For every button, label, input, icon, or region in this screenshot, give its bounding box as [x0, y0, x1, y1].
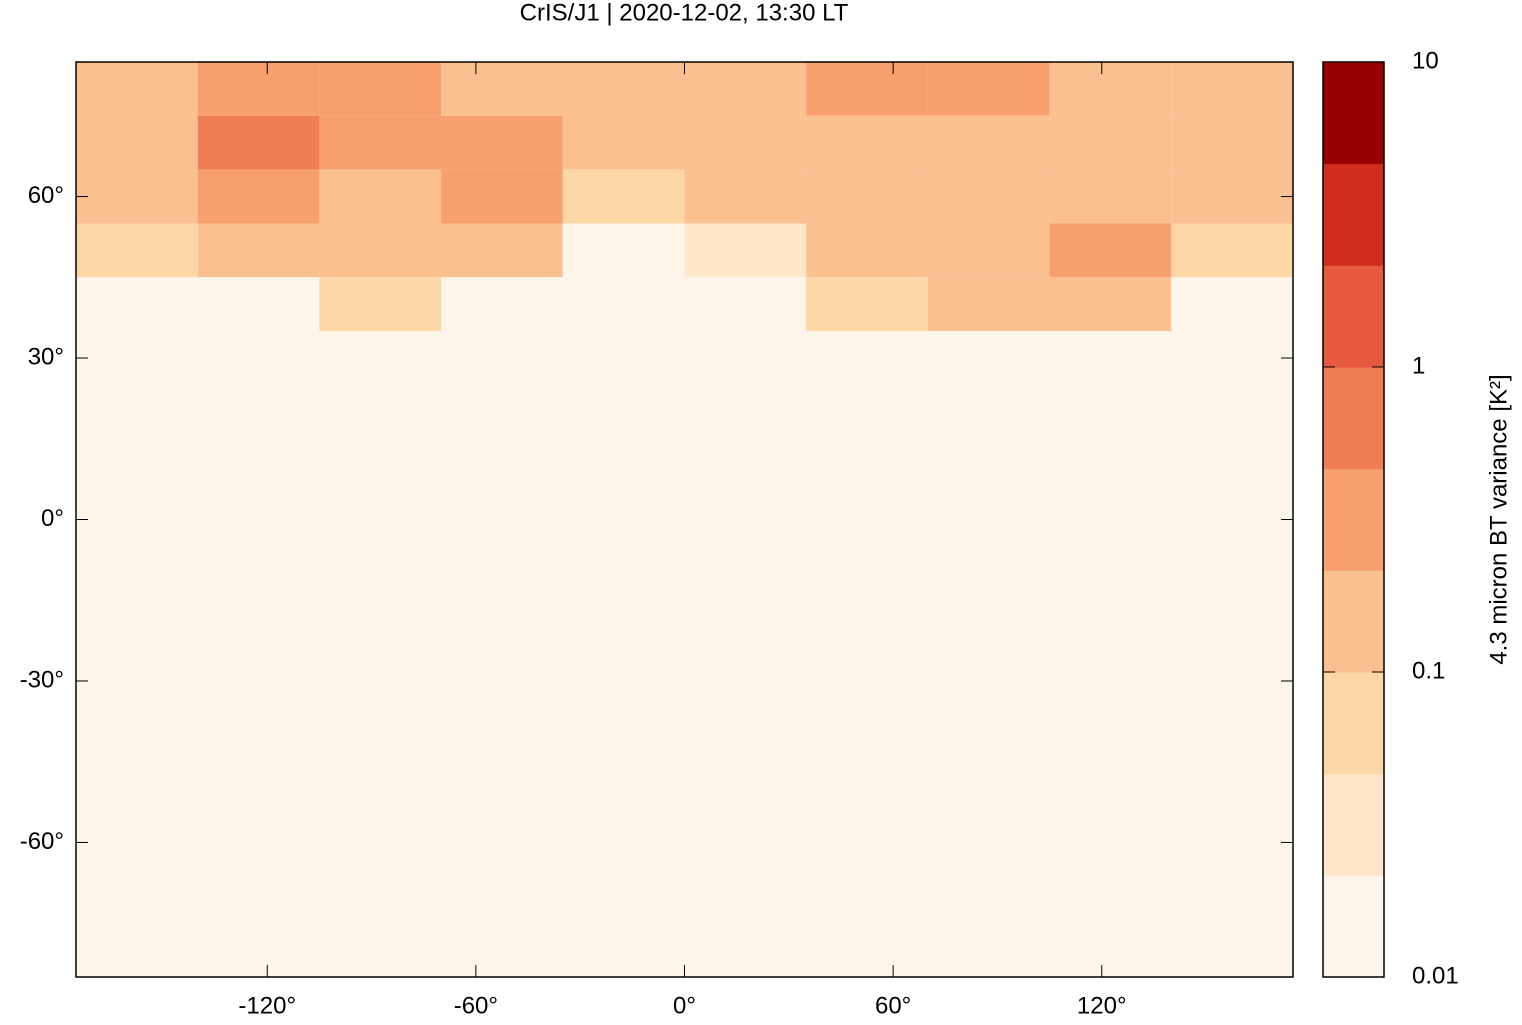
heat-cell [927, 223, 1050, 278]
colorbar-swatch [1323, 265, 1384, 368]
heat-cell [1171, 62, 1293, 116]
heat-cell [1171, 223, 1293, 278]
axes: -120° -60° 0° 60° 120° -60° -30° 0° 30° 60° 0.01 0.… [20, 47, 1513, 1019]
heat-cell [76, 169, 198, 224]
heat-cell [441, 223, 563, 278]
heat-cell [319, 277, 442, 332]
colorbar-tick-label: 0.1 [1412, 657, 1445, 684]
heat-cell [1171, 169, 1293, 224]
heat-cell [1171, 277, 1293, 332]
heat-cell [76, 62, 198, 116]
heat-cell [1049, 169, 1172, 224]
heat-cell [684, 223, 807, 278]
y-tick-label: -60° [20, 828, 64, 855]
heat-cell [562, 169, 685, 224]
heat-cell [562, 115, 685, 170]
colorbar-frame [1322, 61, 1385, 978]
heat-cell [806, 169, 928, 224]
heat-cell [319, 115, 442, 170]
colorbar-swatch [1323, 62, 1384, 165]
heat-cell [927, 277, 1050, 332]
heat-cell [1049, 115, 1172, 170]
heat-cell [441, 277, 563, 332]
colorbar-swatch [1323, 672, 1384, 775]
colorbar-swatch [1323, 163, 1384, 266]
y-tick-label: 0° [41, 505, 64, 532]
colorbar-swatch [1323, 773, 1384, 876]
heat-cell [197, 115, 320, 170]
heat-cell [1049, 223, 1172, 278]
heat-cell [319, 169, 442, 224]
heat-cell [197, 277, 320, 332]
heat-cell [684, 277, 807, 332]
heat-cell [197, 62, 320, 116]
heat-cell [76, 223, 198, 278]
heat-cell [441, 62, 563, 116]
heat-cell [1049, 277, 1172, 332]
colorbar-swatch [1323, 875, 1384, 978]
y-tick-label: 60° [28, 182, 64, 209]
colorbar-tick-label: 1 [1412, 352, 1425, 379]
heat-cell [76, 115, 198, 170]
y-tick-label: -30° [20, 666, 64, 693]
heat-cell [806, 223, 928, 278]
heat-cell [684, 62, 807, 116]
heat-cell [684, 169, 807, 224]
heat-cell [319, 223, 442, 278]
colorbar-tick-label: 0.01 [1412, 962, 1459, 989]
heat-cell [927, 62, 1050, 116]
heat-cell [562, 62, 685, 116]
heat-cell [197, 223, 320, 278]
x-tick-label: -60° [454, 992, 498, 1019]
y-tick-label: 30° [28, 343, 64, 370]
colorbar-swatch [1323, 570, 1384, 673]
colorbar-swatch [1323, 367, 1384, 470]
x-tick-label: -120° [238, 992, 296, 1019]
x-tick-label: 0° [673, 992, 696, 1019]
heat-cell [562, 223, 685, 278]
chart-title: CrIS/J1 | 2020-12-02, 13:30 LT [520, 0, 849, 26]
heat-cell [319, 62, 442, 116]
heat-cell [441, 169, 563, 224]
map-area [76, 62, 1293, 977]
heat-cell [76, 277, 198, 332]
heat-cell [1171, 115, 1293, 170]
heat-cell [441, 115, 563, 170]
heat-cell [927, 115, 1050, 170]
x-tick-label: 60° [875, 992, 911, 1019]
heat-cell [806, 115, 928, 170]
heat-cell [197, 169, 320, 224]
colorbar-swatch [1323, 468, 1384, 571]
heat-cell [684, 115, 807, 170]
heat-cell [927, 169, 1050, 224]
colorbar-tick-label: 10 [1412, 47, 1439, 74]
x-tick-label: 120° [1077, 992, 1127, 1019]
heat-cell [1049, 62, 1172, 116]
colorbar-label: 4.3 micron BT variance [K²] [1485, 374, 1512, 664]
heat-cell [562, 277, 685, 332]
heat-cell [806, 277, 928, 332]
heat-cell [806, 62, 928, 116]
